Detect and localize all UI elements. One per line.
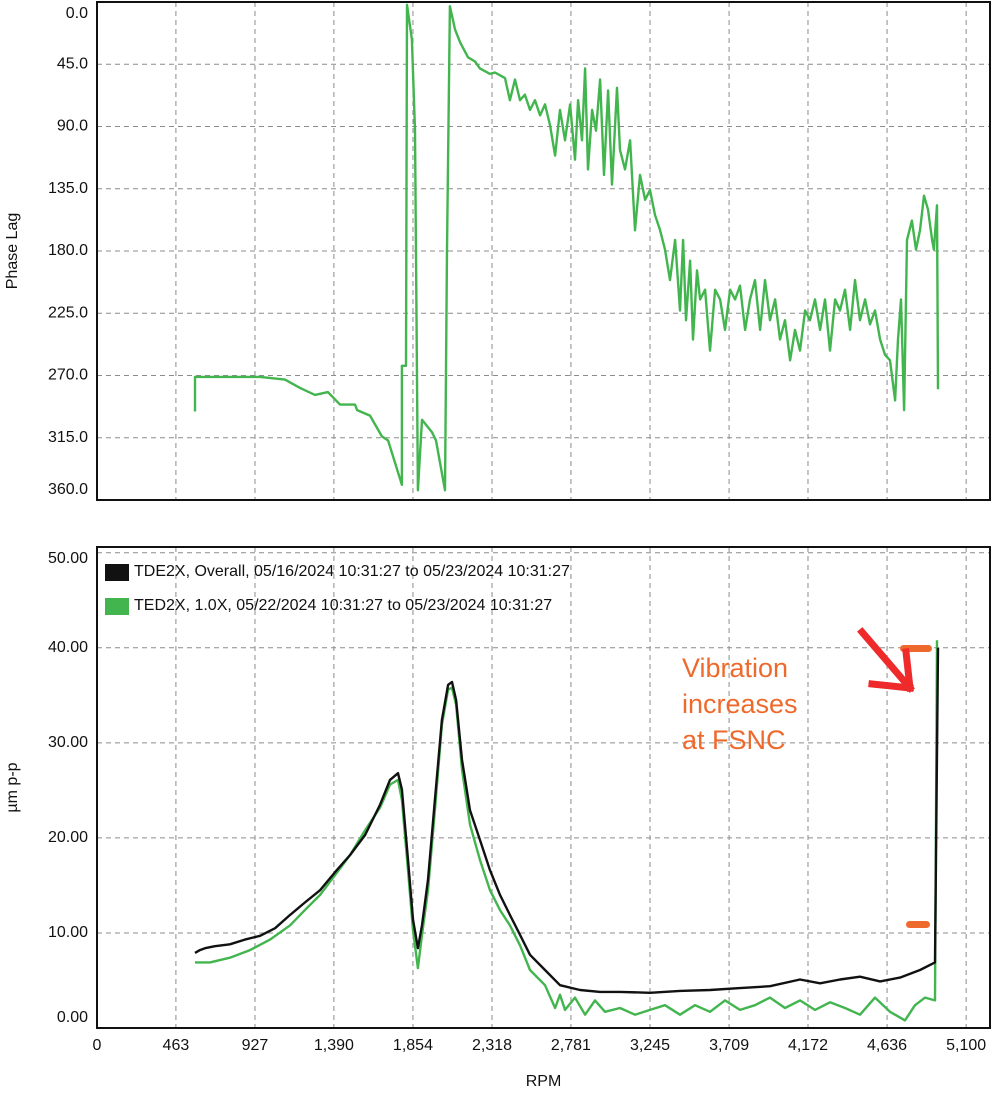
y-tick-label: 10.00: [48, 924, 88, 941]
y-tick-label: 45.0: [57, 55, 88, 72]
x-tick-label: 3,709: [709, 1037, 749, 1054]
plot-frame: [96, 1, 991, 501]
x-axis-title: RPM: [526, 1073, 562, 1090]
legend-swatch: [105, 564, 129, 581]
y-tick-label: 40.00: [48, 639, 88, 656]
data-line: [194, 647, 940, 994]
y-tick-label: 0.0: [66, 5, 88, 22]
plot-frame: [96, 546, 991, 1029]
annotation-text: Vibration: [682, 653, 788, 683]
y-tick-label: 90.0: [57, 118, 88, 135]
annotation-text: at FSNC: [682, 725, 786, 755]
x-tick-label: 2,781: [551, 1037, 591, 1054]
data-line: [195, 640, 939, 1022]
annotation-text: increases: [682, 689, 798, 719]
legend-label: TDE2X, Overall, 05/16/2024 10:31:27 to 0…: [134, 563, 570, 580]
x-tick-label: 2,318: [472, 1037, 512, 1054]
y-tick-label: 225.0: [48, 304, 88, 321]
x-tick-label: 4,172: [788, 1037, 828, 1054]
y-tick-label: 135.0: [48, 180, 88, 197]
y-tick-label: 50.00: [48, 550, 88, 567]
x-tick-label: 5,100: [946, 1037, 986, 1054]
y-tick-label: 180.0: [48, 242, 88, 259]
legend-label: TED2X, 1.0X, 05/22/2024 10:31:27 to 05/2…: [134, 597, 552, 614]
annotation-arrow: [857, 627, 915, 693]
y-tick-label: 315.0: [48, 429, 88, 446]
x-tick-label: 1,854: [393, 1037, 433, 1054]
y-tick-label: 270.0: [48, 367, 88, 384]
y-tick-label: 0.00: [57, 1009, 88, 1026]
y-axis-title: µm p-p: [4, 762, 21, 812]
x-tick-label: 4,636: [867, 1037, 907, 1054]
x-tick-label: 3,245: [630, 1037, 670, 1054]
y-tick-label: 30.00: [48, 734, 88, 751]
x-tick-label: 463: [163, 1037, 190, 1054]
x-tick-label: 1,390: [314, 1037, 354, 1054]
y-axis-title: Phase Lag: [4, 213, 21, 290]
y-tick-label: 20.00: [48, 829, 88, 846]
y-tick-label: 360.0: [48, 481, 88, 498]
data-line: [193, 3, 940, 492]
x-tick-label: 927: [242, 1037, 269, 1054]
annotation-marker: [906, 921, 930, 928]
legend-swatch: [105, 598, 129, 615]
x-tick-label: 0: [93, 1037, 102, 1054]
